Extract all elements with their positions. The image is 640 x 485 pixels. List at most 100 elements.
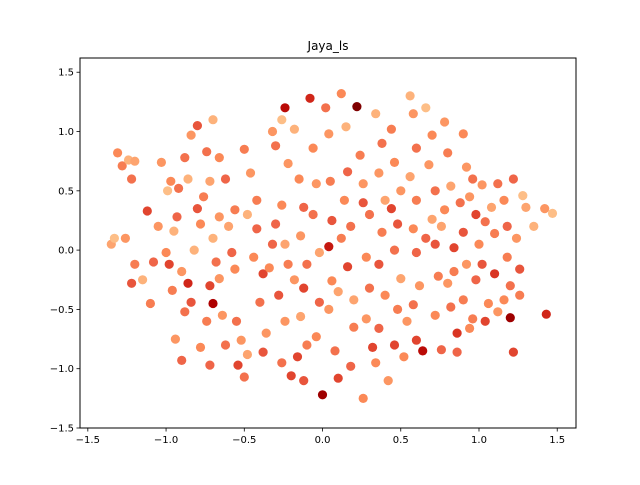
scatter-point-11 [156,157,166,167]
scatter-point-92 [321,103,331,113]
scatter-point-40 [208,298,218,309]
scatter-point-219 [336,233,346,243]
scatter-point-38 [211,257,221,267]
scatter-point-78 [296,231,306,241]
scatter-point-225 [436,221,446,231]
scatter-point-197 [515,290,525,300]
scatter-point-123 [377,227,387,237]
scatter-point-159 [446,181,456,191]
scatter-point-180 [477,259,487,269]
scatter-point-13 [166,176,176,186]
scatter-point-14 [174,183,184,193]
scatter-point-71 [274,290,284,300]
scatter-point-215 [267,239,278,249]
scatter-point-190 [505,281,515,291]
scatter-point-1 [117,161,127,171]
scatter-point-19 [167,285,177,295]
scatter-point-148 [421,103,431,113]
scatter-point-109 [346,361,356,371]
y-axis: −1.5 −1.0 −0.5 0.0 0.5 1.0 1.5 [50,68,80,435]
scatter-point-172 [465,323,475,333]
scatter-point-37 [208,233,218,243]
scatter-point-154 [433,271,443,281]
scatter-point-51 [233,360,243,370]
scatter-point-99 [330,346,340,356]
scatter-point-0 [113,148,123,158]
scatter-point-156 [436,345,446,355]
scatter-point-89 [314,297,324,307]
scatter-point-7 [130,259,140,269]
scatter-point-114 [361,252,371,262]
scatter-point-84 [305,93,315,103]
scatter-point-44 [214,274,224,284]
x-tick-label: −1.0 [154,435,178,446]
scatter-point-17 [161,247,171,258]
scatter-point-204 [130,156,140,166]
scatter-point-140 [405,172,415,182]
scatter-point-60 [261,328,271,338]
scatter-point-202 [508,174,518,184]
scatter-point-47 [227,247,237,258]
scatter-point-121 [374,168,384,178]
scatter-point-139 [411,143,421,153]
scatter-point-86 [311,179,321,189]
scatter-point-189 [502,252,512,262]
scatter-point-136 [399,352,409,362]
scatter-point-208 [183,174,193,184]
scatter-point-209 [192,204,202,214]
scatter-point-137 [405,91,415,101]
scatter-point-166 [458,129,468,139]
scatter-point-133 [396,274,406,284]
scatter-point-105 [346,221,356,231]
scatter-point-75 [289,124,299,134]
scatter-point-88 [314,247,324,258]
chart-title: Jaya_ls [307,39,349,53]
x-tick-label: 0.0 [315,435,331,446]
scatter-point-23 [180,307,190,317]
scatter-point-24 [170,334,180,344]
scatter-point-142 [408,224,418,234]
scatter-point-188 [502,221,512,231]
scatter-point-193 [511,233,522,243]
scatter-point-150 [424,160,434,170]
scatter-point-205 [153,221,163,231]
scatter-point-116 [361,314,371,324]
y-tick-label: −1.5 [50,424,74,435]
scatter-point-108 [349,322,359,332]
scatter-point-119 [371,109,381,119]
scatter-point-5 [109,233,119,243]
scatter-point-171 [458,295,468,305]
scatter-point-112 [358,179,368,189]
scatter-point-42 [195,342,206,352]
scatter-point-213 [242,209,252,220]
scatter-point-206 [148,257,159,267]
scatter-point-66 [283,158,293,169]
scatter-point-104 [339,195,349,205]
scatter-point-69 [280,239,290,249]
scatter-point-125 [380,290,390,300]
scatter-point-107 [349,295,359,305]
scatter-point-8 [127,278,137,288]
scatter-point-22 [186,297,196,307]
plot-frame [79,57,577,429]
scatter-point-160 [440,205,450,215]
scatter-point-221 [371,358,381,368]
scatter-point-35 [220,174,231,184]
scatter-point-29 [205,176,215,186]
scatter-point-97 [327,276,337,286]
scatter-point-207 [180,153,190,163]
scatter-point-43 [205,360,215,370]
x-tick-label: 1.0 [471,435,487,446]
scatter-point-26 [189,245,199,255]
scatter-point-120 [377,138,387,148]
scatter-point-34 [214,153,224,163]
scatter-point-138 [408,109,418,119]
scatter-point-58 [258,269,268,279]
scatter-point-143 [411,247,421,258]
scatter-point-70 [283,259,293,269]
scatter-point-195 [518,191,528,201]
scatter-point-12 [163,186,173,196]
